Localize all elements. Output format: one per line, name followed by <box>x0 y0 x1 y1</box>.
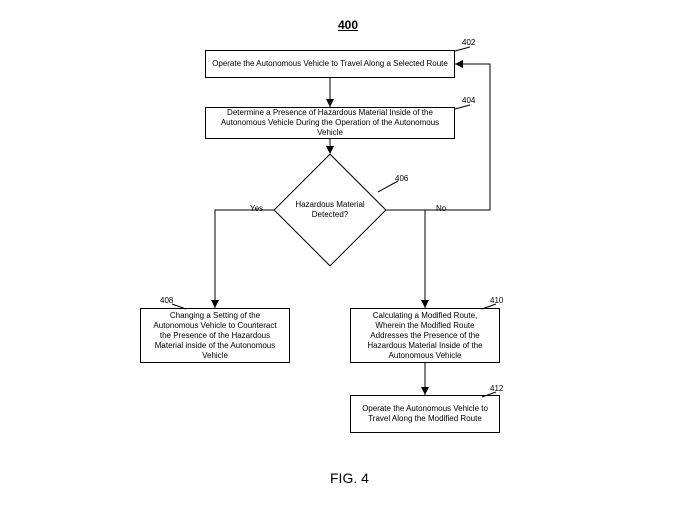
branch-no-label: No <box>436 204 446 213</box>
figure-id: 400 <box>338 18 358 32</box>
ref-402: 402 <box>462 38 475 47</box>
step-408-text: Changing a Setting of the Autonomous Veh… <box>147 311 283 361</box>
step-410-text: Calculating a Modified Route, Wherein th… <box>357 311 493 361</box>
ref-410: 410 <box>490 296 503 305</box>
branch-yes-label: Yes <box>250 204 263 213</box>
ref-408: 408 <box>160 296 173 305</box>
figure-caption: FIG. 4 <box>330 470 369 486</box>
step-404: Determine a Presence of Hazardous Materi… <box>205 107 455 139</box>
step-402: Operate the Autonomous Vehicle to Travel… <box>205 50 455 78</box>
decision-406-text: Hazardous Material Detected? <box>290 170 370 250</box>
ref-404: 404 <box>462 96 475 105</box>
step-408: Changing a Setting of the Autonomous Veh… <box>140 308 290 363</box>
step-402-text: Operate the Autonomous Vehicle to Travel… <box>212 59 448 69</box>
ref-412: 412 <box>490 384 503 393</box>
step-410: Calculating a Modified Route, Wherein th… <box>350 308 500 363</box>
ref-406: 406 <box>395 174 408 183</box>
decision-406: Hazardous Material Detected? <box>290 170 370 250</box>
step-404-text: Determine a Presence of Hazardous Materi… <box>212 108 448 138</box>
step-412: Operate the Autonomous Vehicle to Travel… <box>350 395 500 433</box>
step-412-text: Operate the Autonomous Vehicle to Travel… <box>357 404 493 424</box>
